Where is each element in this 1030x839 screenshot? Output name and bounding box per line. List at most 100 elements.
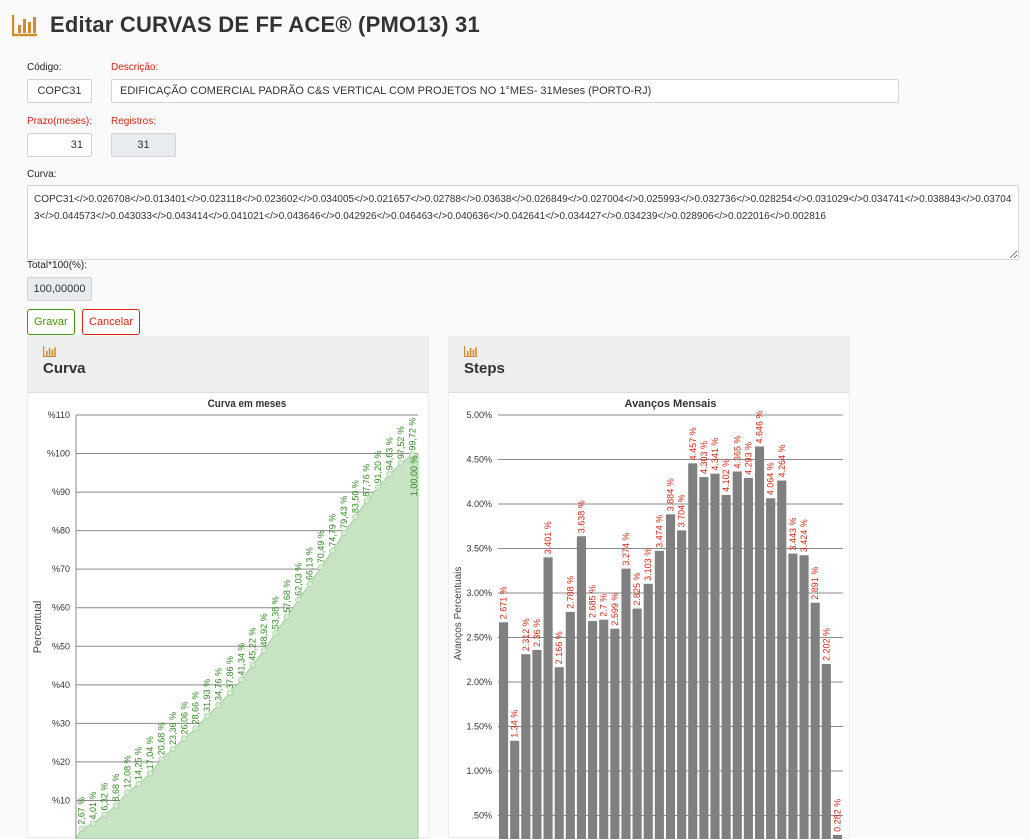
curve-point [192,725,199,732]
y-tick-label: %80 [52,526,70,536]
steps-card-header: Steps [449,337,849,393]
curve-point [238,676,245,683]
descricao-input[interactable]: EDIFICAÇÃO COMERCIAL PADRÃO C&S VERTICAL… [111,79,899,103]
curve-point [78,825,85,832]
curve-point [215,701,222,709]
bar [721,494,731,839]
bar [521,654,531,839]
chart-title: Avanços Mensais [625,398,717,410]
data-label: 45,22 % [248,628,258,661]
bar [532,649,542,839]
data-label: 2.312 % [521,618,531,651]
registros-label: Registros: [111,116,157,127]
curve-point [386,471,393,478]
data-label: 87,76 % [362,464,372,497]
bar [688,463,698,839]
data-label: 4.303 % [699,441,709,474]
data-label: 4.646 % [755,410,765,443]
curve-point [363,497,370,504]
curva-card-header: Curva [28,337,428,393]
data-label: 20,68 % [157,722,167,755]
page-header: Editar CURVAS DE FF ACE® (PMO13) 31 [12,12,480,38]
bar [499,622,509,839]
data-label: 37,86 % [225,656,235,689]
curve-point [135,780,142,788]
data-label: 4.341 % [710,438,720,471]
curve-point [89,820,97,827]
codigo-label: Código: [27,62,62,73]
data-label: 17,04 % [145,736,155,769]
y-tick-label: 1.50% [466,722,492,732]
data-label: 2.166 % [554,631,564,664]
curve-point [306,580,313,588]
curva-textarea[interactable] [27,185,1019,260]
bar [743,477,753,839]
data-label: 2.685 % [588,585,598,618]
y-tick-label: 2.50% [466,633,492,643]
data-label: 48,92 % [259,613,269,646]
registros-field: 31 [111,133,176,157]
curve-point [112,802,120,809]
curve-point [397,459,405,467]
bar [710,473,720,839]
curve-point [226,689,234,697]
total-label: Total*100(%): [27,260,88,271]
data-label: 70,49 % [316,530,326,563]
data-label: 14,25 % [134,747,144,780]
y-tick-label: %50 [52,641,70,651]
data-label: 23,36 % [168,712,178,745]
steps-card-title: Steps [464,360,505,377]
y-tick-label: %70 [52,564,70,574]
bar [554,667,564,839]
steps-chart: Avanços Mensais .50% 1.00% 1.50% 2.00% 2.50% 3… [453,398,843,839]
data-label: 83,50 % [350,480,360,513]
data-label: 2.825 % [632,573,642,606]
y-tick-label: 1.00% [466,766,492,776]
data-label: 3.474 % [654,515,664,548]
curve-point [374,484,382,491]
bar [510,740,520,839]
bar [543,557,553,839]
curve-point [181,735,188,742]
data-label: 8,68 % [111,774,121,802]
data-label: 0.282 % [832,799,842,832]
curve-point [409,451,416,458]
data-label: 4.293 % [743,442,753,475]
prazo-input[interactable]: 31 [27,133,92,157]
data-label: 97,52 % [396,426,406,459]
data-label: 28,66 % [191,691,201,724]
steps-card: Steps Avanços Mensais .50% 1.00% 1.50% 2.00%… [448,336,850,839]
data-label: 94,63 % [385,437,395,470]
save-button[interactable]: Gravar [27,309,75,335]
codigo-input[interactable]: COPC31 [27,79,92,103]
data-label: 2.891 % [810,567,820,600]
data-label: 4.264 % [777,444,787,477]
cancel-button[interactable]: Cancelar [82,309,141,335]
data-label: 66,13 % [305,547,315,580]
data-label: 26,06 % [179,702,189,735]
curva-card: Curva Curva em meses %10 %20 %30 %40 %50 %60 %7… [27,336,429,839]
data-label: 62,03 % [293,563,303,596]
y-axis-title: Percentual [32,601,44,654]
data-label: 79,43 % [339,496,349,529]
y-axis-title: Avanços Percentuais [453,567,464,661]
data-label: 91,20 % [373,450,383,483]
bar [699,477,709,839]
data-label: 57,68 % [282,580,292,613]
data-label: 3.638 % [576,500,586,533]
bar-chart-icon [12,15,37,37]
y-tick-label: .50% [471,811,492,821]
curve-point [352,513,359,521]
curve-point [317,564,325,571]
bar [599,619,609,839]
data-label: 2.36 % [532,619,542,647]
data-label: 12,08 % [122,755,132,788]
curve-point [124,789,131,796]
curve-point [203,712,211,720]
y-tick-label: %10 [52,795,70,805]
data-label: 3.443 % [788,518,798,551]
data-label: 6,32 % [100,783,110,811]
bar [610,628,620,839]
bar [732,471,742,839]
data-label: 1.34 % [510,710,520,738]
